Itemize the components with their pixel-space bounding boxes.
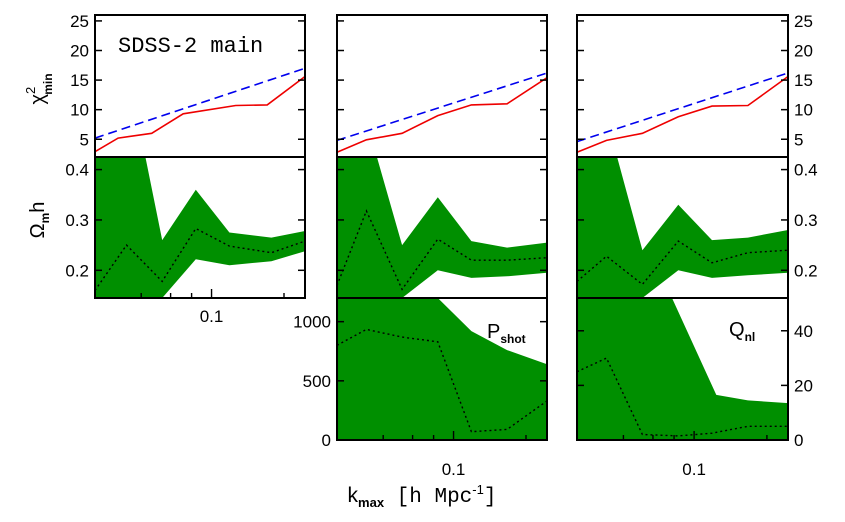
pshot-annotation: Pshot bbox=[487, 321, 526, 346]
omega-col1-median-line bbox=[95, 227, 305, 291]
chi2-label-main: χ bbox=[27, 94, 49, 105]
x-axis-label: kmax [h Mpc-1] bbox=[348, 482, 497, 510]
xlabel-rest: [h Mpc bbox=[384, 486, 472, 509]
chi2-col3-ytick-label: 15 bbox=[794, 71, 813, 90]
pshot-col2-panel: 0 500 1000 0.1 bbox=[293, 297, 548, 479]
xlabel-exp: -1 bbox=[472, 482, 484, 497]
omega-col1-ytick-label: 0.4 bbox=[65, 161, 89, 180]
omega-col1-ytick-label: 0.2 bbox=[65, 261, 89, 280]
qnl-col3-panel: 0 20 40 0.1 bbox=[576, 297, 813, 479]
chi2-col2-chi2-line bbox=[337, 77, 547, 154]
qnl-main: Q bbox=[729, 319, 745, 341]
pshot-col2-frame bbox=[336, 297, 548, 441]
pshot-col2-median-line bbox=[337, 328, 547, 433]
panels: 5101520255101520250.20.30.40.10.20.30.40… bbox=[65, 12, 817, 479]
omega-col3-panel: 0.2 0.3 0.4 bbox=[576, 156, 818, 299]
chi2-col3-ytick-label: 5 bbox=[794, 130, 803, 149]
chi2-col3-ytick-label: 25 bbox=[794, 12, 813, 31]
chi2-col1-reference-line bbox=[95, 67, 305, 139]
chi2-col3-chi2-line bbox=[577, 75, 788, 154]
qnl-sub: nl bbox=[745, 330, 756, 344]
qnl-col3-confidence-band bbox=[577, 298, 788, 440]
chi2-col1-ytick-label: 10 bbox=[70, 101, 89, 120]
qnl-annotation: Qnl bbox=[729, 319, 755, 344]
svg-text:Ωmh: Ωmh bbox=[27, 202, 52, 239]
omega-col1-plot-area bbox=[95, 157, 305, 298]
omega-label-tail: h bbox=[27, 202, 49, 213]
chi2-col1-panel: 5 10 15 20 25 bbox=[70, 12, 306, 158]
omega-col2-plot-area bbox=[337, 157, 547, 298]
chi2-col3-ytick-label: 10 bbox=[794, 101, 813, 120]
chi2-col3-frame bbox=[576, 14, 789, 158]
qnl-col3-ytick-label: 0 bbox=[794, 431, 803, 450]
omega-col3-ytick-label: 0.4 bbox=[794, 161, 818, 180]
chi2-col1-ytick-label: 20 bbox=[70, 42, 89, 61]
chi2-col2-reference-line bbox=[337, 72, 547, 142]
omega-label-main: Ω bbox=[27, 223, 49, 238]
panel-title: SDSS-2 main bbox=[118, 34, 263, 59]
omega-col1-ytick-label: 0.3 bbox=[65, 211, 89, 230]
pshot-sub: shot bbox=[500, 332, 525, 346]
chi2-col3-panel: 5 10 15 20 25 bbox=[576, 12, 813, 158]
omega-col1-xtick-label: 0.1 bbox=[200, 307, 224, 326]
omega-col3-plot-area bbox=[577, 157, 788, 298]
xlabel-close: ] bbox=[484, 486, 497, 509]
chi2-col1-ytick-label: 15 bbox=[70, 71, 89, 90]
pshot-main: P bbox=[487, 321, 500, 343]
xlabel-sub: max bbox=[358, 495, 385, 510]
chi2-col2-frame bbox=[336, 14, 548, 158]
chi2-col3-reference-line bbox=[577, 72, 788, 143]
omega-row-label: Ωmh bbox=[27, 202, 52, 239]
omega-label-sub: m bbox=[38, 213, 52, 224]
pshot-col2-ytick-label: 500 bbox=[303, 372, 331, 391]
chi2-label-sub: min bbox=[41, 73, 55, 94]
omega-col2-confidence-band bbox=[337, 157, 547, 298]
omega-col1-frame bbox=[94, 156, 306, 299]
omega-col3-median-line bbox=[577, 240, 788, 286]
chi2-col2-plot-area bbox=[337, 72, 547, 154]
chi2-col2-panel bbox=[336, 14, 548, 158]
chi2-label-sup: 2 bbox=[23, 87, 38, 94]
omega-col1-confidence-band bbox=[95, 157, 305, 298]
omega-col3-ytick-label: 0.3 bbox=[794, 211, 818, 230]
pshot-col2-confidence-band bbox=[337, 298, 547, 440]
pshot-col2-plot-area bbox=[337, 298, 547, 440]
chi2-col1-plot-area bbox=[95, 67, 305, 153]
qnl-col3-plot-area bbox=[577, 298, 788, 440]
chi2-col1-chi2-line bbox=[95, 75, 305, 153]
chi2-col3-plot-area bbox=[577, 72, 788, 154]
qnl-col3-ytick-label: 40 bbox=[794, 322, 813, 341]
qnl-col3-xtick-label: 0.1 bbox=[682, 460, 706, 479]
qnl-col3-ytick-label: 20 bbox=[794, 376, 813, 395]
pshot-col2-ytick-label: 0 bbox=[322, 431, 331, 450]
omega-col3-confidence-band bbox=[577, 157, 788, 298]
chi2-col1-ytick-label: 25 bbox=[70, 12, 89, 31]
omega-col3-ytick-label: 0.2 bbox=[794, 261, 818, 280]
qnl-col3-frame bbox=[576, 297, 789, 441]
omega-col2-panel bbox=[336, 156, 548, 299]
omega-col1-panel: 0.2 0.3 0.4 0.1 bbox=[65, 156, 306, 326]
chi2-col3-ytick-label: 20 bbox=[794, 42, 813, 61]
xlabel-main: k bbox=[348, 484, 359, 507]
omega-col2-median-line bbox=[337, 209, 547, 291]
pshot-col2-ytick-label: 1000 bbox=[293, 313, 331, 332]
chi2-row-label: χ2 min bbox=[23, 73, 55, 104]
chi2-col1-ytick-label: 5 bbox=[80, 130, 89, 149]
pshot-col2-xtick-label: 0.1 bbox=[442, 460, 466, 479]
